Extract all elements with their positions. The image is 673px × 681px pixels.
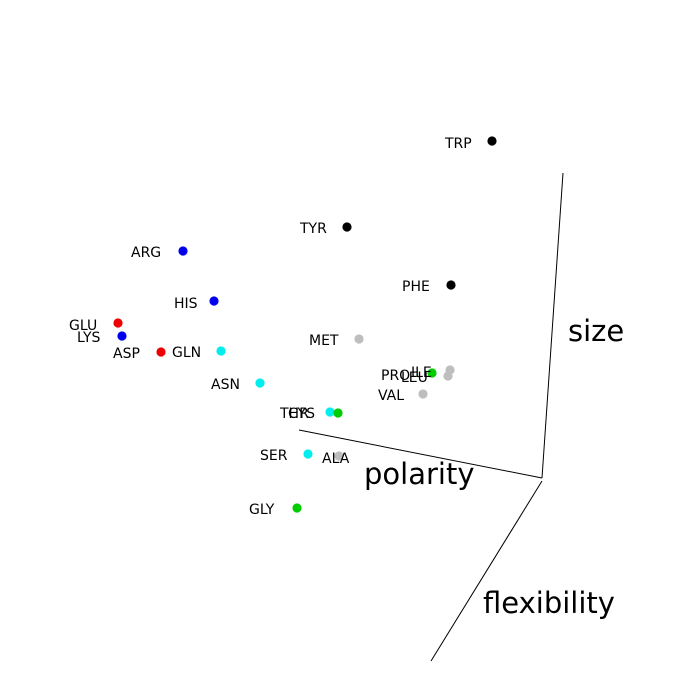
point-lys	[117, 331, 127, 341]
polarity-axis-line	[298, 429, 543, 479]
point-trp	[487, 136, 497, 146]
size-axis-label: size	[568, 314, 624, 348]
point-leu	[443, 371, 453, 381]
point-ser	[303, 449, 313, 459]
axes-group: polarity flexibility size	[298, 172, 624, 662]
point-his	[209, 296, 219, 306]
point-label-tyr: TYR	[299, 221, 327, 237]
point-met	[354, 334, 364, 344]
point-cys	[333, 408, 343, 418]
point-label-glu: GLU	[69, 318, 97, 334]
point-label-asp: ASP	[113, 346, 140, 362]
point-thr	[325, 407, 335, 417]
point-gln	[216, 346, 226, 356]
data-points	[113, 136, 497, 513]
polarity-axis-label: polarity	[364, 457, 475, 491]
point-label-val: VAL	[378, 388, 404, 404]
point-label-asn: ASN	[211, 377, 240, 393]
point-label-trp: TRP	[444, 136, 472, 152]
point-asn	[255, 378, 265, 388]
point-label-gly: GLY	[249, 502, 275, 518]
flexibility-axis-label: flexibility	[483, 586, 615, 620]
point-pro	[427, 368, 437, 378]
point-label-ile: ILE	[411, 365, 432, 381]
point-glu	[113, 318, 123, 328]
point-label-thr: THR	[279, 406, 309, 422]
point-ala	[334, 451, 344, 461]
point-tyr	[342, 222, 352, 232]
point-label-cys: CYS	[288, 406, 315, 422]
point-label-leu: LEU	[401, 370, 428, 386]
point-gly	[292, 503, 302, 513]
size-axis-line	[541, 172, 564, 479]
point-label-lys: LYS	[77, 330, 100, 346]
point-label-gln: GLN	[172, 345, 201, 361]
point-phe	[446, 280, 456, 290]
point-val	[418, 389, 428, 399]
flexibility-axis-line	[430, 480, 543, 662]
point-asp	[156, 347, 166, 357]
point-label-phe: PHE	[402, 279, 430, 295]
point-label-ser: SER	[260, 448, 288, 464]
point-label-his: HIS	[174, 296, 198, 312]
point-label-ala: ALA	[322, 451, 350, 467]
point-label-met: MET	[309, 333, 339, 349]
point-label-pro: PRO	[381, 368, 410, 384]
point-label-arg: ARG	[131, 245, 161, 261]
point-arg	[178, 246, 188, 256]
